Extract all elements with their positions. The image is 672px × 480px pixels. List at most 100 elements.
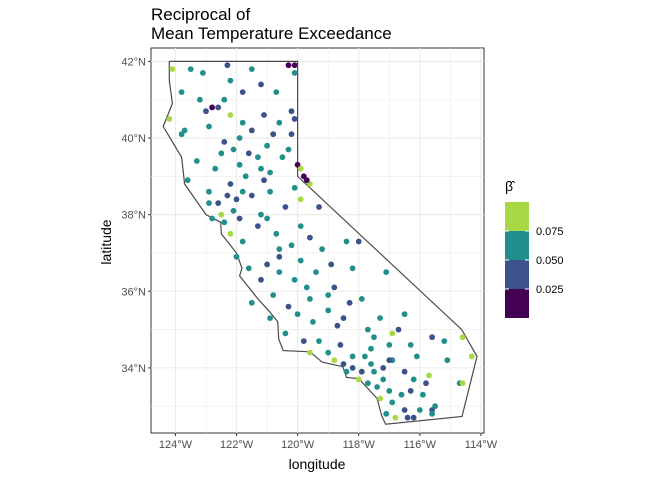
station-point [300, 338, 307, 344]
station-point [212, 165, 219, 172]
station-point [316, 204, 322, 210]
station-point [368, 361, 374, 367]
station-point [227, 112, 234, 118]
legend-swatch [505, 231, 529, 260]
station-point [429, 410, 435, 417]
station-point [365, 326, 371, 333]
station-point [264, 142, 270, 149]
station-point [331, 284, 338, 291]
station-point [429, 334, 435, 341]
y-tick-label: 36°N [121, 286, 146, 298]
station-point [383, 269, 390, 275]
station-point [203, 108, 209, 115]
station-point [215, 104, 222, 111]
station-point [340, 361, 347, 367]
station-point [377, 395, 383, 402]
station-point [386, 388, 393, 394]
station-point [255, 154, 261, 161]
station-point [270, 292, 277, 298]
station-point [258, 81, 264, 88]
x-tick-label: 120°W [281, 439, 315, 451]
station-point [441, 338, 448, 344]
station-point [285, 303, 292, 310]
station-point [389, 399, 396, 406]
station-point [239, 188, 246, 195]
station-point [413, 353, 420, 360]
legend-label: 0.075 [536, 226, 564, 238]
y-tick-label: 42°N [121, 56, 146, 68]
station-point [282, 204, 289, 210]
legend-swatch [505, 260, 529, 289]
station-point [307, 349, 313, 356]
station-point [401, 311, 408, 318]
california-boundary [162, 60, 478, 425]
station-point [248, 192, 255, 199]
station-point [261, 112, 267, 118]
station-point [209, 104, 216, 111]
station-point [337, 342, 344, 348]
station-point [233, 253, 240, 260]
plot-panel [150, 47, 485, 434]
station-point [331, 357, 338, 364]
panel-border [150, 47, 485, 434]
station-point [328, 261, 335, 268]
station-point [325, 307, 332, 314]
station-point [459, 380, 466, 387]
station-point [389, 330, 396, 337]
station-point [236, 135, 243, 141]
station-point [416, 407, 423, 413]
station-point [310, 319, 316, 325]
station-point [307, 296, 313, 302]
station-point [236, 161, 243, 168]
station-point [261, 177, 267, 184]
chart-title-line-1: Reciprocal of [151, 5, 250, 24]
station-point [239, 119, 246, 126]
station-point [267, 188, 273, 195]
station-point [288, 108, 295, 115]
station-point [303, 284, 310, 291]
station-point [224, 192, 231, 199]
station-point [230, 146, 237, 153]
station-point [383, 410, 390, 417]
station-point [404, 414, 411, 421]
station-point [380, 376, 387, 383]
station-point [264, 215, 270, 222]
station-point [377, 315, 383, 321]
station-point [371, 368, 377, 375]
station-point [398, 391, 405, 398]
station-point [221, 139, 228, 145]
station-point [355, 238, 362, 245]
station-point [245, 150, 252, 157]
x-tick-label: 118°W [343, 439, 376, 451]
station-point [297, 165, 304, 172]
station-point [239, 238, 246, 245]
station-point [264, 261, 270, 268]
station-point [200, 70, 206, 76]
station-point [215, 200, 222, 207]
x-axis-ticks: 124°W 122°W 120°W 118°W 116°W 114°W [159, 433, 498, 451]
station-point [206, 123, 212, 130]
station-point [258, 211, 264, 218]
station-point [248, 299, 255, 306]
station-point [386, 342, 393, 348]
station-point [276, 119, 283, 126]
station-point [184, 177, 191, 184]
station-point [279, 154, 286, 161]
station-point [291, 62, 298, 69]
station-point [316, 338, 322, 344]
y-tick-label: 40°N [121, 133, 146, 145]
station-point [258, 165, 264, 172]
station-point [325, 349, 332, 356]
chart-title-line-2: Mean Temperature Exceedance [151, 24, 392, 43]
station-point [374, 384, 380, 390]
station-point [395, 326, 402, 333]
x-tick-label: 114°W [465, 439, 498, 451]
station-point [432, 403, 438, 410]
station-point [233, 196, 240, 203]
station-point [230, 207, 237, 214]
station-point [285, 146, 292, 153]
station-point [349, 265, 356, 272]
station-point [206, 188, 212, 195]
station-point [392, 414, 399, 421]
station-point [303, 177, 310, 184]
